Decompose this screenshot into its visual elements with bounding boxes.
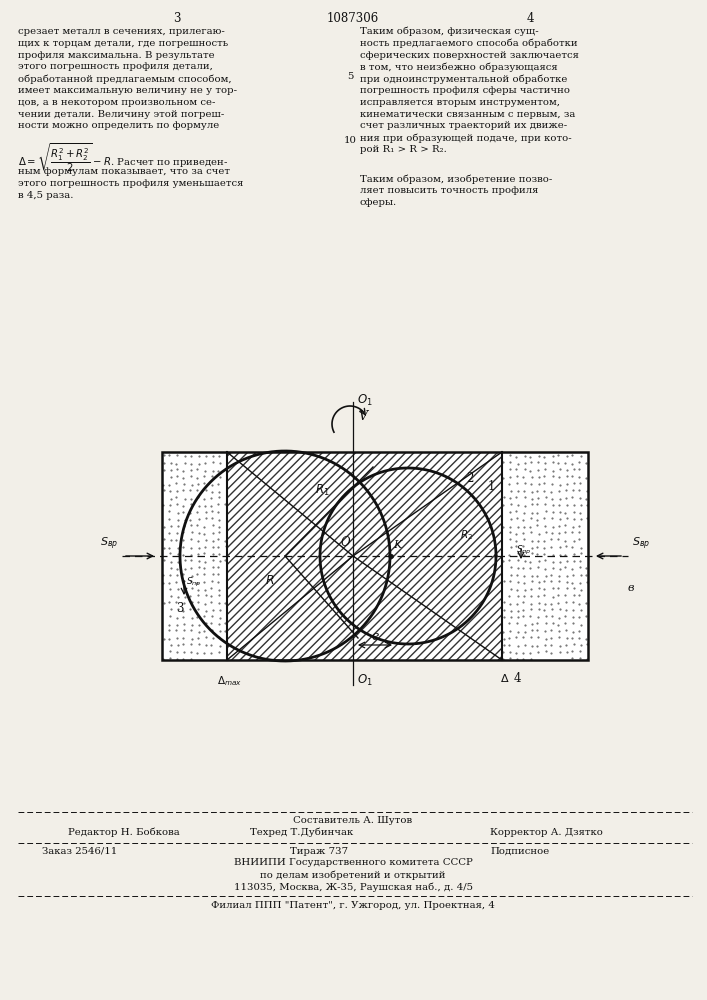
Text: погрешность профиля сферы частично: погрешность профиля сферы частично xyxy=(360,86,570,95)
Text: срезает металл в сечениях, прилегаю-: срезает металл в сечениях, прилегаю- xyxy=(18,27,225,36)
Text: рой R₁ > R > R₂.: рой R₁ > R > R₂. xyxy=(360,145,447,154)
Text: $R_1$: $R_1$ xyxy=(315,483,329,498)
Text: $\Delta$: $\Delta$ xyxy=(500,672,510,684)
Text: Корректор А. Дзятко: Корректор А. Дзятко xyxy=(490,828,603,837)
Text: ным формулам показывает, что за счет: ным формулам показывает, что за счет xyxy=(18,167,230,176)
Text: чении детали. Величину этой погреш-: чении детали. Величину этой погреш- xyxy=(18,110,224,119)
Text: цов, а в некотором произвольном се-: цов, а в некотором произвольном се- xyxy=(18,98,216,107)
Text: 1: 1 xyxy=(487,480,495,493)
Bar xyxy=(348,392,358,452)
Text: $S_{пр}$: $S_{пр}$ xyxy=(186,576,201,589)
Text: в: в xyxy=(628,583,634,593)
Text: 10: 10 xyxy=(344,136,356,145)
Text: $\Delta_{max}$: $\Delta_{max}$ xyxy=(217,674,242,688)
Text: Филиал ППП "Патент", г. Ужгород, ул. Проектная, 4: Филиал ППП "Патент", г. Ужгород, ул. Про… xyxy=(211,901,495,910)
Text: сферических поверхностей заключается: сферических поверхностей заключается xyxy=(360,51,579,60)
Text: Таким образом, изобретение позво-: Таким образом, изобретение позво- xyxy=(360,174,552,184)
Text: Заказ 2546/11: Заказ 2546/11 xyxy=(42,847,117,856)
Text: в 4,5 раза.: в 4,5 раза. xyxy=(18,191,74,200)
Text: Тираж 737: Тираж 737 xyxy=(290,847,348,856)
Text: ность предлагаемого способа обработки: ность предлагаемого способа обработки xyxy=(360,39,578,48)
Text: 2: 2 xyxy=(466,472,474,485)
Text: ВНИИПИ Государственного комитета СССР: ВНИИПИ Государственного комитета СССР xyxy=(233,858,472,867)
Text: обработанной предлагаемым способом,: обработанной предлагаемым способом, xyxy=(18,74,232,84)
Text: Редактор Н. Бобкова: Редактор Н. Бобкова xyxy=(68,828,180,837)
Text: кинематически связанным с первым, за: кинематически связанным с первым, за xyxy=(360,110,575,119)
Text: e: e xyxy=(371,630,379,643)
Text: $S_{вр}$: $S_{вр}$ xyxy=(100,536,118,552)
Text: Таким образом, физическая сущ-: Таким образом, физическая сущ- xyxy=(360,27,539,36)
Text: V: V xyxy=(358,410,367,423)
Text: $O_1$: $O_1$ xyxy=(357,673,373,688)
Text: сферы.: сферы. xyxy=(360,198,397,207)
Text: ния при образующей подаче, при кото-: ния при образующей подаче, при кото- xyxy=(360,133,572,143)
Text: при одноинструментальной обработке: при одноинструментальной обработке xyxy=(360,74,568,84)
Text: $S_{пр}$: $S_{пр}$ xyxy=(516,544,532,557)
Text: ляет повысить точность профиля: ляет повысить точность профиля xyxy=(360,186,538,195)
Text: $O_1$: $O_1$ xyxy=(357,393,373,408)
Bar xyxy=(162,452,588,660)
Text: этого погрешность профиля уменьшается: этого погрешность профиля уменьшается xyxy=(18,179,243,188)
Text: $S_{вр}$: $S_{вр}$ xyxy=(632,536,650,552)
Text: 4: 4 xyxy=(514,672,522,685)
Text: щих к торцам детали, где погрешность: щих к торцам детали, где погрешность xyxy=(18,39,228,48)
Text: по делам изобретений и открытий: по делам изобретений и открытий xyxy=(260,870,445,880)
Bar xyxy=(227,452,353,660)
Text: $R$: $R$ xyxy=(265,574,274,587)
Text: Техред Т.Дубинчак: Техред Т.Дубинчак xyxy=(250,828,354,837)
Text: счет различных траекторий их движе-: счет различных траекторий их движе- xyxy=(360,121,567,130)
Text: этого погрешность профиля детали,: этого погрешность профиля детали, xyxy=(18,62,213,71)
Text: исправляется вторым инструментом,: исправляется вторым инструментом, xyxy=(360,98,560,107)
Text: имеет максимальную величину не у тор-: имеет максимальную величину не у тор- xyxy=(18,86,237,95)
Text: Составитель А. Шутов: Составитель А. Шутов xyxy=(293,816,413,825)
Text: в том, что неизбежно образующаяся: в том, что неизбежно образующаяся xyxy=(360,62,558,72)
Text: 1087306: 1087306 xyxy=(327,12,379,25)
Text: 3: 3 xyxy=(176,602,183,615)
Text: $\Delta = \sqrt{\dfrac{R_1^2+R_2^2}{2}}-R$. Расчет по приведен-: $\Delta = \sqrt{\dfrac{R_1^2+R_2^2}{2}}-… xyxy=(18,141,228,174)
Bar xyxy=(353,452,502,660)
Text: O: O xyxy=(341,536,351,549)
Text: профиля максимальна. В результате: профиля максимальна. В результате xyxy=(18,51,215,60)
Text: ности можно определить по формуле: ности можно определить по формуле xyxy=(18,121,219,130)
Bar xyxy=(162,452,588,660)
Text: 3: 3 xyxy=(173,12,181,25)
Text: 5: 5 xyxy=(347,72,354,81)
Text: Подписное: Подписное xyxy=(490,847,549,856)
Text: 113035, Москва, Ж-35, Раушская наб., д. 4/5: 113035, Москва, Ж-35, Раушская наб., д. … xyxy=(233,882,472,892)
Text: 4: 4 xyxy=(526,12,534,25)
Text: K: K xyxy=(393,540,402,550)
Text: $R_2$: $R_2$ xyxy=(460,528,473,542)
